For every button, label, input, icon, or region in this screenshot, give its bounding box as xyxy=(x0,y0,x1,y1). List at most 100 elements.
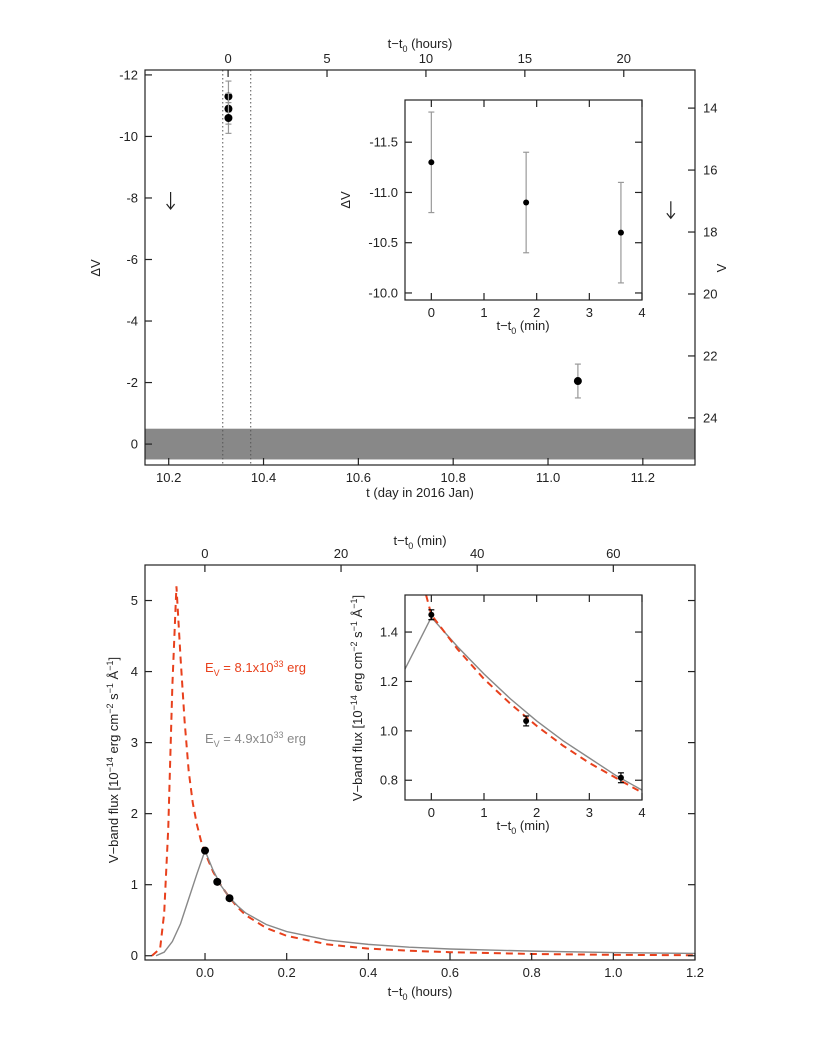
label-part: (min) xyxy=(516,318,549,333)
label-part: 0 xyxy=(511,826,516,836)
label-part: t−t xyxy=(388,36,403,51)
inset-background xyxy=(405,100,642,300)
x-tick-label: 2 xyxy=(533,305,540,320)
data-point xyxy=(573,377,582,386)
label-part: −1 xyxy=(105,661,115,671)
y-axis-label: V−band flux [10−14 erg cm−2 s−1 Å−1] xyxy=(349,595,365,801)
x-tick-label: 10.4 xyxy=(251,470,276,485)
x-tick-label: 10.8 xyxy=(441,470,466,485)
x-tick-label: 1 xyxy=(480,805,487,820)
plot-frame xyxy=(144,564,696,961)
label-part: (min) xyxy=(413,533,446,548)
y-tick-label: 1 xyxy=(131,877,138,892)
label-part: V−band flux [10 xyxy=(350,710,365,801)
x-axis-label: t−t0 (min) xyxy=(496,318,549,336)
plot-frame xyxy=(144,69,696,466)
label-part: erg cm xyxy=(106,714,121,757)
y-tick-label: -4 xyxy=(126,314,138,329)
y-tick-label: -10.0 xyxy=(368,285,398,300)
label-part: ] xyxy=(350,595,365,599)
x2-tick-label: 40 xyxy=(470,546,484,561)
x-tick-label: 11.2 xyxy=(631,470,655,485)
x-tick-label: 4 xyxy=(638,305,645,320)
data-point xyxy=(224,113,233,122)
upper-limit-arrow xyxy=(166,192,176,211)
label-part: V xyxy=(214,668,220,678)
data-point xyxy=(428,159,435,166)
y-tick-label: 1.4 xyxy=(380,625,398,640)
upper-limit-arrow xyxy=(666,201,676,220)
y2-tick-label: 22 xyxy=(703,348,717,363)
label-part: −14 xyxy=(349,695,359,710)
quiescent-band xyxy=(145,428,695,460)
label-part: ΔV xyxy=(88,259,103,277)
y-tick-label: -11.5 xyxy=(369,135,398,150)
label-part: = 4.9x10 xyxy=(220,731,274,746)
x-tick-label: 0.2 xyxy=(278,965,296,980)
label-part: Å xyxy=(350,608,365,621)
label-part: s xyxy=(106,693,121,704)
x-tick-label: 0.0 xyxy=(196,965,214,980)
label-part: −2 xyxy=(105,703,115,713)
label-part: s xyxy=(350,631,365,642)
y-axis-label: ΔV xyxy=(88,259,103,277)
data-point xyxy=(428,611,435,618)
label-part: erg cm xyxy=(350,652,365,695)
y2-tick-label: 20 xyxy=(703,286,717,301)
data-point xyxy=(201,846,210,855)
x-axis-label: t (day in 2016 Jan) xyxy=(366,485,474,500)
label-part: 33 xyxy=(274,659,284,669)
y-axis-label: V−band flux [10−14 erg cm−2 s−1 Å−1] xyxy=(105,657,121,863)
label-part: −14 xyxy=(105,757,115,772)
x-tick-label: 1.0 xyxy=(604,965,622,980)
label-part: t−t xyxy=(496,318,511,333)
label-part: = 8.1x10 xyxy=(220,660,274,675)
label-part: t−t xyxy=(393,533,408,548)
y-tick-label: -2 xyxy=(126,375,138,390)
data-point xyxy=(225,894,234,903)
label-part: t−t xyxy=(496,818,511,833)
x-tick-label: 4 xyxy=(638,805,645,820)
y-tick-label: -10.5 xyxy=(368,235,398,250)
y-tick-label: 4 xyxy=(131,664,138,679)
label-part: ] xyxy=(106,657,121,661)
x2-tick-label: 0 xyxy=(224,51,231,66)
x2-tick-label: 0 xyxy=(201,546,208,561)
x-tick-label: 10.2 xyxy=(156,470,181,485)
y-tick-label: -10 xyxy=(119,129,138,144)
x-tick-label: 11.0 xyxy=(536,470,560,485)
label-part: −1 xyxy=(105,683,115,693)
y-tick-label: 1.2 xyxy=(380,674,398,689)
x-tick-label: 0 xyxy=(428,305,435,320)
data-point xyxy=(523,199,530,206)
x2-axis-label: t−t0 (min) xyxy=(393,533,446,551)
y-tick-label: 2 xyxy=(131,806,138,821)
x-tick-label: 0 xyxy=(428,805,435,820)
x-tick-label: 2 xyxy=(533,805,540,820)
plot-frame xyxy=(404,594,643,801)
label-part: E xyxy=(205,731,214,746)
y2-tick-label: 24 xyxy=(703,410,717,425)
x2-tick-label: 10 xyxy=(419,51,433,66)
label-part: erg xyxy=(284,731,306,746)
data-point xyxy=(617,774,624,781)
label-part: V xyxy=(714,263,729,272)
y-tick-label: -12 xyxy=(119,67,138,82)
label-part: t−t xyxy=(388,984,403,999)
y-tick-label: 0 xyxy=(131,948,138,963)
x-tick-label: 1.2 xyxy=(686,965,704,980)
x-tick-label: 0.8 xyxy=(523,965,541,980)
label-part: (hours) xyxy=(408,984,453,999)
x2-tick-label: 60 xyxy=(606,546,620,561)
energy-annotation: EV = 4.9x1033 erg xyxy=(205,730,306,749)
y-tick-label: 3 xyxy=(131,735,138,750)
x-tick-label: 3 xyxy=(586,805,593,820)
y-tick-label: -11.0 xyxy=(369,185,398,200)
label-part: 0 xyxy=(408,541,413,551)
x2-axis-label: t−t0 (hours) xyxy=(388,36,453,54)
x-tick-label: 3 xyxy=(586,305,593,320)
model-curve xyxy=(155,848,696,957)
y-tick-label: 5 xyxy=(131,593,138,608)
data-point xyxy=(617,229,624,236)
